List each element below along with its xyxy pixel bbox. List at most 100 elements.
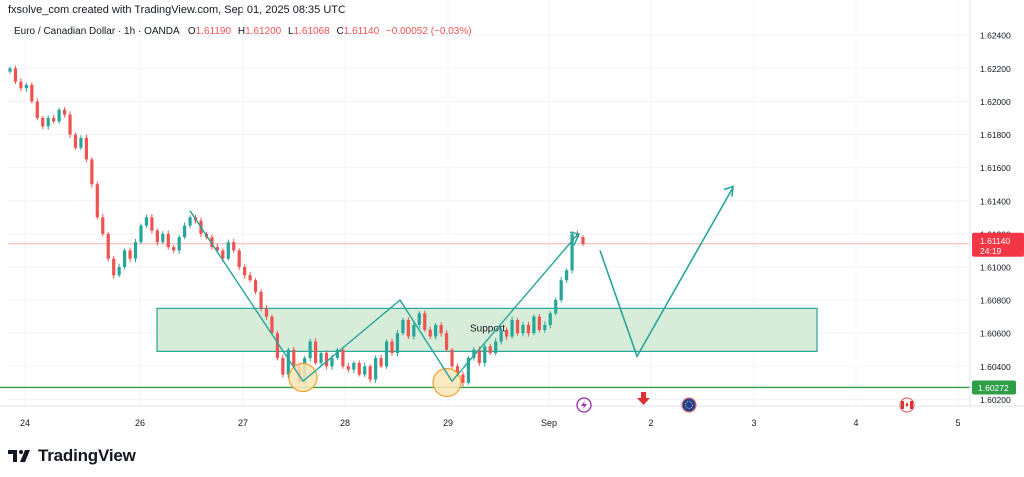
candle-body [150, 217, 154, 231]
candle-body [472, 349, 476, 358]
candle-body [19, 81, 23, 89]
time-axis: 24 26 27 28 29 Sep 2 3 4 5 [20, 392, 961, 428]
candle-body [79, 137, 83, 148]
legend-open: 1.61190 [196, 26, 232, 37]
tradingview-brand[interactable]: TradingView [8, 446, 136, 466]
candle-body [259, 291, 263, 309]
candle-body [510, 319, 514, 337]
candle-body [286, 349, 290, 375]
y-tick-label: 1.62000 [980, 97, 1011, 107]
candle-body [84, 137, 88, 160]
candle-body [477, 349, 481, 363]
brand-name: TradingView [38, 446, 136, 465]
candle-body [46, 118, 50, 127]
candle-body [455, 366, 460, 375]
candle-body [281, 358, 285, 375]
candle-body [188, 217, 192, 226]
candle-body [314, 341, 318, 363]
x-tick-label: Sep [541, 418, 557, 428]
candle-body [264, 308, 269, 317]
last-price-value: 1.61140 [980, 236, 1010, 246]
y-tick-label: 1.61400 [980, 196, 1011, 206]
candle-body [68, 114, 72, 135]
candle-body [13, 68, 18, 82]
candle-body [488, 346, 492, 354]
candle-body [466, 358, 470, 383]
candle-body [232, 242, 236, 251]
candle-body [532, 316, 536, 334]
canada-flag-bar-right [910, 401, 913, 409]
candle-body [308, 341, 312, 358]
candle-body [166, 233, 170, 248]
legend-close: 1.61140 [344, 26, 380, 37]
candle-body [401, 319, 405, 334]
canada-flag-leaf [905, 402, 909, 407]
legend-open-label: O [188, 26, 196, 37]
y-tick-label: 1.60400 [980, 362, 1011, 372]
lightning-event-bolt [581, 401, 587, 409]
candle-body [439, 324, 443, 334]
candle-body [423, 313, 427, 330]
y-tick-label: 1.61600 [980, 163, 1011, 173]
candle-body [428, 329, 432, 337]
candle-body [450, 349, 454, 367]
y-tick-label: 1.61000 [980, 262, 1011, 272]
x-tick-label: 4 [853, 418, 858, 428]
support-level-badge [972, 380, 1016, 395]
candle-body [237, 250, 241, 267]
candle-body [35, 101, 39, 118]
candle-body [565, 270, 569, 281]
candle-body [123, 250, 127, 267]
lightning-event-icon [576, 397, 592, 413]
candle-body [483, 346, 487, 363]
watermark-text: fxsolve_com created with TradingView.com… [8, 4, 346, 16]
support-touch-circle [432, 367, 462, 398]
down-arrow-shape [637, 392, 650, 405]
eu-flag-stars [685, 401, 693, 409]
candle-body [494, 341, 498, 354]
eu-flag-disc [681, 397, 697, 413]
candle-body [62, 109, 67, 115]
legend-change: −0.00052 (−0.03%) [386, 26, 472, 37]
candle-body [352, 362, 356, 370]
candle-body [57, 109, 61, 122]
candle-body [461, 374, 465, 383]
candle-body [210, 237, 214, 248]
candle-body [324, 353, 329, 367]
candle-body [526, 324, 531, 334]
legend-high: 1.61200 [245, 26, 282, 37]
candle-body [384, 341, 389, 367]
candle-body [346, 366, 350, 370]
candle-body [374, 358, 378, 380]
legend-low-label: L [288, 26, 294, 37]
candle-body [112, 258, 116, 276]
y-tick-label: 1.62200 [980, 64, 1011, 74]
y-tick-label: 1.60600 [980, 329, 1011, 339]
projection-path [599, 187, 734, 359]
candle-body [515, 319, 520, 334]
canada-flag-event-icon [899, 397, 915, 413]
candle-body [177, 237, 181, 251]
candle-body [330, 358, 334, 367]
support-touch-circle [288, 362, 318, 393]
x-tick-label: 29 [443, 418, 453, 428]
drawing-overlay [189, 185, 734, 398]
candle-body [505, 329, 509, 337]
candle-body [395, 333, 400, 354]
price-chart[interactable]: Support 1.62400 1.62200 1.62000 1.61800 1.61… [0, 0, 1024, 440]
candle-body [139, 225, 143, 243]
candle-body [499, 329, 503, 342]
y-tick-label: 1.60200 [980, 395, 1011, 405]
candle-body [548, 313, 552, 325]
candle-body [537, 316, 541, 330]
candle-body [243, 266, 247, 276]
candle-body [335, 349, 340, 358]
candle-body [161, 233, 165, 243]
candle-body [90, 159, 94, 185]
y-tick-label: 1.61800 [980, 130, 1011, 140]
x-tick-label: 2 [648, 418, 653, 428]
candle-body [390, 341, 394, 354]
candle-body [253, 280, 258, 292]
x-tick-label: 27 [238, 418, 248, 428]
candle-body [133, 242, 138, 259]
